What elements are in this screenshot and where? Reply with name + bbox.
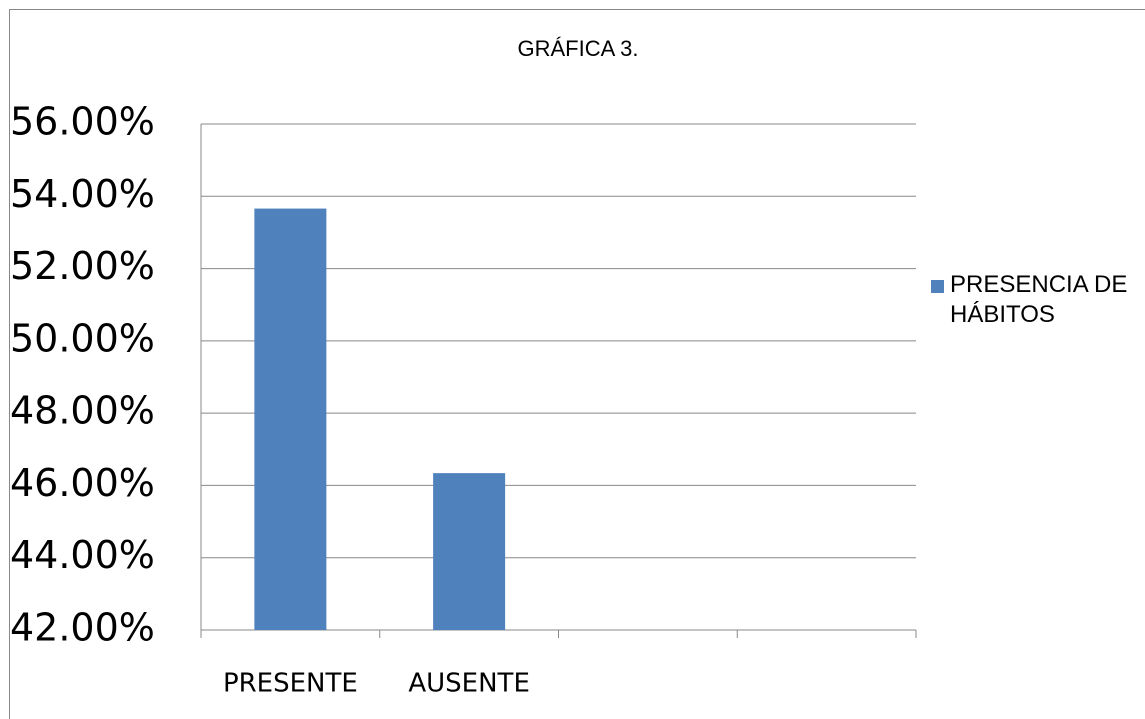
y-tick-label: 42.00% bbox=[10, 606, 155, 650]
legend-swatch bbox=[931, 280, 944, 293]
x-tick-label: AUSENTE bbox=[408, 669, 530, 699]
y-tick-label: 50.00% bbox=[10, 316, 155, 360]
x-tick-label: PRESENTE bbox=[223, 669, 358, 699]
bar bbox=[433, 473, 506, 630]
y-tick-label: 46.00% bbox=[10, 461, 155, 505]
chart-frame bbox=[9, 9, 1145, 719]
bar bbox=[254, 208, 327, 630]
y-tick-label: 54.00% bbox=[10, 172, 155, 216]
y-tick-label: 56.00% bbox=[10, 100, 155, 144]
chart-title: GRÁFICA 3. bbox=[517, 36, 638, 61]
y-tick-label: 48.00% bbox=[10, 389, 155, 433]
legend-entry: PRESENCIA DE HÁBITOS bbox=[950, 271, 1128, 328]
y-tick-label: 44.00% bbox=[10, 533, 155, 577]
legend-label: PRESENCIA DE HÁBITOS bbox=[950, 271, 1128, 328]
y-tick-label: 52.00% bbox=[10, 244, 155, 288]
